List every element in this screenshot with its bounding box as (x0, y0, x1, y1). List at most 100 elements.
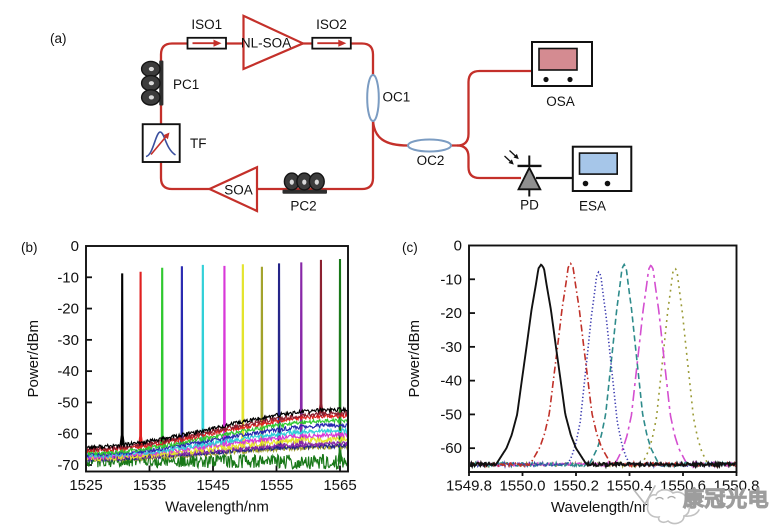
esa-screen (578, 152, 619, 175)
fiber-oc2-to-pd (456, 144, 521, 180)
pc2-paddle-bar (282, 189, 327, 194)
watermark-tail (683, 509, 700, 517)
tf-arrow-shaft (150, 135, 168, 156)
lasing-peak (337, 258, 343, 462)
lasing-peak (221, 265, 228, 444)
pc1-paddle-bar (159, 60, 164, 106)
x-tick-label: 1550.0 (500, 478, 546, 495)
lasing-peak (276, 263, 282, 448)
watermark: 康冠光电 (633, 485, 769, 525)
y-tick-label: -10 (57, 269, 79, 286)
oc1-label: OC1 (383, 90, 411, 105)
tf-label: TF (190, 136, 207, 151)
y-tick-label: -30 (57, 332, 79, 349)
y-tick-label: -40 (440, 373, 462, 390)
y-tick-label: -20 (440, 305, 462, 322)
pc1-coil-hole (148, 95, 154, 100)
pc2-coil-hole (289, 179, 294, 185)
y-tick-label: -30 (440, 339, 462, 356)
iso2-isolator: ISO2 (311, 17, 352, 50)
pc1-coil-hole (148, 66, 154, 72)
tf-spectrum-icon (145, 131, 176, 158)
diagram-panel-a: (a) ISO1 NL-SOA ISO2 (50, 14, 633, 214)
plot-frame (468, 244, 738, 473)
spectrum-trace (87, 421, 347, 459)
y-tick-label: -50 (57, 394, 79, 411)
osa-knob-icon (567, 76, 573, 83)
soa-amplifier: SOA (206, 165, 259, 213)
plot-frame (85, 245, 349, 473)
pd-light-arrow-head (513, 153, 519, 160)
tf-tuning-arrow-icon (150, 132, 170, 156)
iso2-arrow-icon (338, 39, 347, 47)
iso1-label: ISO1 (191, 17, 222, 32)
soa-label: SOA (224, 183, 253, 198)
y-tick-label: -10 (440, 271, 462, 288)
oc2-ellipse (407, 138, 452, 153)
nl-soa-triangle (242, 14, 306, 71)
y-axis-title: Power/dBm (25, 320, 42, 398)
x-tick-label: 1525 (69, 477, 102, 494)
y-tick-label: -50 (440, 406, 462, 423)
esa-knob-icon (604, 180, 611, 187)
pc2-coil-hole (302, 179, 307, 185)
x-tick-label: 1545 (196, 477, 229, 494)
lasing-peak (159, 267, 165, 446)
tf-arrow-head (163, 132, 170, 140)
y-tick-label: -40 (57, 363, 79, 380)
iso2-label: ISO2 (316, 17, 347, 32)
nl-soa-amplifier: NL-SOA (241, 14, 306, 71)
watermark-logo-icon (633, 485, 700, 525)
x-tick-label: 1550.2 (553, 478, 599, 495)
tf-tunable-filter: TF (141, 123, 207, 163)
pc1-polarization-controller: PC1 (140, 60, 199, 106)
oc2-coupler: OC2 (407, 138, 452, 168)
x-tick-label: 1550.8 (714, 478, 760, 495)
pd-light-arrows-icon (504, 150, 519, 165)
fiber-oc1-to-oc2 (371, 117, 409, 147)
esa-analyzer: ESA (571, 145, 633, 214)
nl-soa-label: NL-SOA (241, 36, 291, 51)
osa-analyzer: OSA (531, 41, 593, 109)
pc2-label: PC2 (290, 199, 316, 214)
lasing-peak (119, 273, 125, 445)
y-axis-title: Power/dBm (406, 320, 423, 398)
y-tick-label: 0 (71, 238, 79, 255)
y-tick-label: -20 (57, 301, 79, 318)
iso1-isolator: ISO1 (186, 17, 227, 50)
osa-label: OSA (546, 94, 575, 109)
spectrum-trace (470, 267, 736, 469)
oc1-ellipse (366, 74, 380, 122)
pd-photodetector: PD (504, 150, 542, 213)
spectrum-trace (470, 263, 736, 470)
soa-triangle (206, 165, 259, 213)
osa-screen (538, 47, 578, 71)
panel-c-label: (c) (402, 240, 418, 255)
oc1-coupler: OC1 (366, 74, 411, 122)
y-tick-label: -60 (440, 440, 462, 457)
spectrum-trace (87, 406, 347, 451)
watermark-eye (655, 496, 664, 500)
pd-light-arrow-head (508, 159, 514, 165)
iso1-arrow-icon (213, 39, 222, 47)
x-axis-title: Wavelength/nm (551, 499, 655, 516)
x-tick-label: 1555 (260, 477, 293, 494)
chart-panel-b: (b) 0 -10 -20 -30 -40 -50 -60 -70 1525 1535 1545 15… (21, 238, 357, 516)
pc1-coils-icon (140, 60, 161, 106)
series-traces (87, 258, 347, 471)
fiber-oc2-to-osa (451, 69, 532, 147)
lasing-peak (137, 271, 144, 446)
pc2-coils-icon (283, 172, 325, 191)
esa-label: ESA (579, 199, 606, 214)
panel-b-label: (b) (21, 240, 38, 255)
spectrum-trace (470, 262, 736, 470)
esa-knob-icon (582, 180, 589, 187)
watermark-stroke (633, 485, 656, 506)
watermark-text: 康冠光电 (683, 487, 769, 511)
lasing-peak (200, 264, 206, 445)
lasing-peak (318, 259, 324, 414)
series-traces (470, 262, 736, 470)
lasing-peak (240, 264, 246, 445)
